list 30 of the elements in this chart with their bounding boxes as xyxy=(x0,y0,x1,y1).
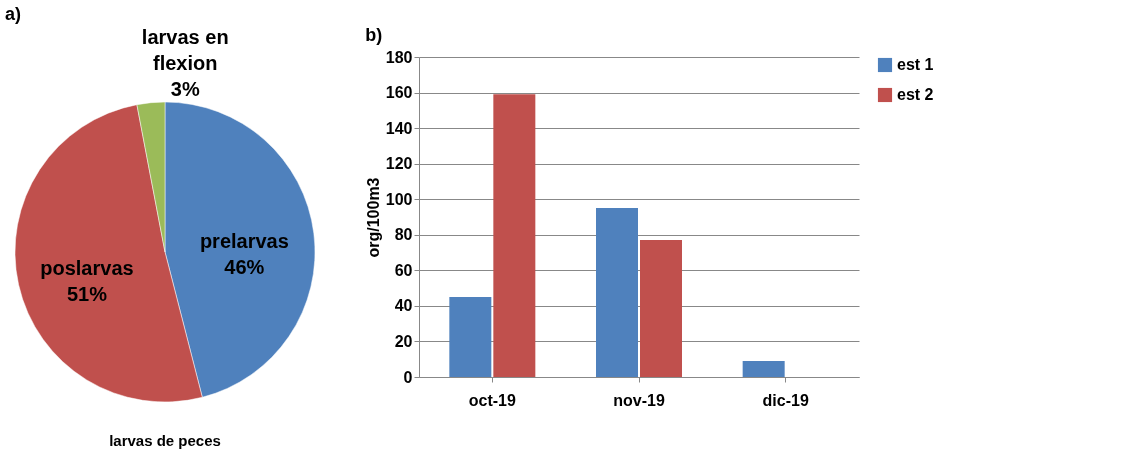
y-tick-label: 60 xyxy=(394,261,413,279)
y-tick-label: 120 xyxy=(385,155,413,173)
bar xyxy=(596,208,638,377)
slice-label: larvas en flexion xyxy=(141,25,229,74)
chart-title: a) xyxy=(5,3,22,24)
legend-label: est 1 xyxy=(897,56,934,73)
data-label: 3% xyxy=(170,77,200,100)
y-tick-label: 0 xyxy=(403,368,413,386)
bar xyxy=(493,94,536,377)
text: larvas de peces xyxy=(109,432,221,449)
y-tick-label: 20 xyxy=(394,332,413,350)
y-tick-label: 180 xyxy=(385,48,413,66)
chart-title: b) xyxy=(365,25,383,45)
y-tick-label: 100 xyxy=(385,190,413,208)
y-tick-label: 140 xyxy=(385,119,413,137)
x-tick-label: nov-19 xyxy=(613,391,665,409)
slice-label: poslarvas xyxy=(40,257,134,280)
slice-label: prelarvas xyxy=(199,229,289,252)
data-label: 51% xyxy=(66,283,108,306)
bar xyxy=(449,297,492,377)
x-tick-label: dic-19 xyxy=(762,391,809,409)
y-axis-title: org/100m3 xyxy=(364,177,382,258)
legend-label: est 2 xyxy=(897,86,934,103)
y-tick-label: 80 xyxy=(394,226,413,244)
y-tick-label: 160 xyxy=(385,84,413,102)
data-label: 46% xyxy=(224,255,265,278)
bar xyxy=(640,240,682,377)
x-tick-label: oct-19 xyxy=(468,391,516,409)
bar xyxy=(742,361,785,377)
y-tick-label: 40 xyxy=(394,297,413,315)
